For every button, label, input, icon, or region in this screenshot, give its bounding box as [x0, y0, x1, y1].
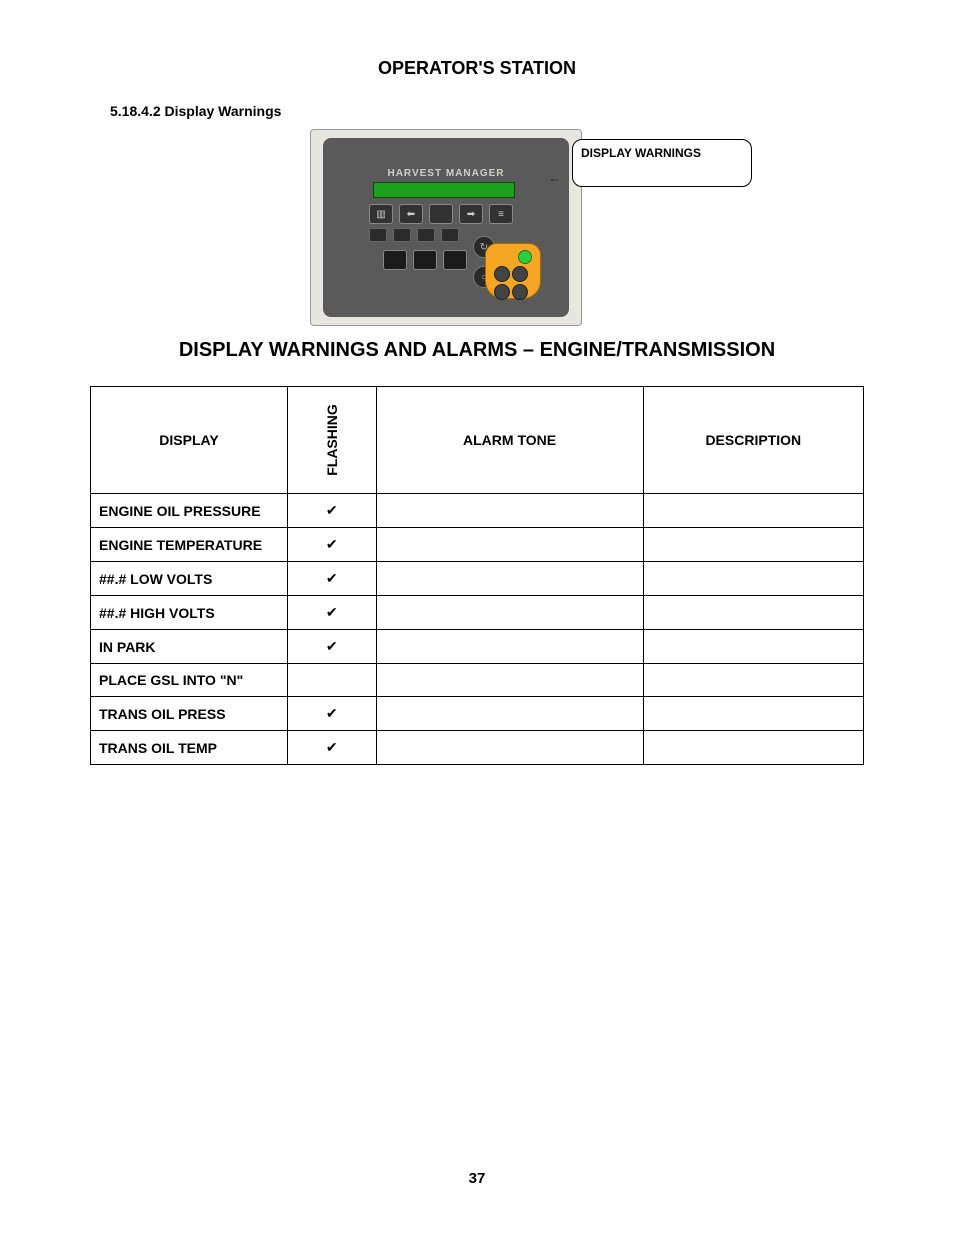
- table-header-row: DISPLAY FLASHING ALARM TONE DESCRIPTION: [91, 387, 864, 494]
- lower-btn-icon: [413, 250, 437, 270]
- callout-arrow-icon: [530, 179, 580, 181]
- lower-btn-icon: [443, 250, 467, 270]
- display-cell: TRANS OIL TEMP: [91, 731, 288, 765]
- joystick-icon: [485, 233, 555, 303]
- callout-text: DISPLAY WARNINGS: [581, 146, 701, 160]
- figure: HARVEST MANAGER ▥ ⬅ ➡ ≡: [90, 129, 864, 329]
- indicator-icon: [441, 228, 459, 242]
- device-illustration: HARVEST MANAGER ▥ ⬅ ➡ ≡: [310, 129, 582, 326]
- right-arrow-icon: ➡: [459, 204, 483, 224]
- display-cell: PLACE GSL INTO "N": [91, 664, 288, 697]
- flashing-cell: ✔: [288, 528, 377, 562]
- warnings-table: DISPLAY FLASHING ALARM TONE DESCRIPTION …: [90, 386, 864, 765]
- table-row: ENGINE TEMPERATURE✔: [91, 528, 864, 562]
- display-cell: ##.# LOW VOLTS: [91, 562, 288, 596]
- display-cell: ENGINE OIL PRESSURE: [91, 494, 288, 528]
- alarm-tone-cell: [376, 562, 643, 596]
- description-cell: [643, 630, 863, 664]
- center-btn-icon: [429, 204, 453, 224]
- alarm-tone-cell: [376, 697, 643, 731]
- lower-btn-icon: [383, 250, 407, 270]
- col-alarm-tone: ALARM TONE: [376, 387, 643, 494]
- indicator-icon: [369, 228, 387, 242]
- table-row: ENGINE OIL PRESSURE✔: [91, 494, 864, 528]
- description-cell: [643, 528, 863, 562]
- description-cell: [643, 562, 863, 596]
- device-indicator-row: [369, 228, 479, 242]
- table-row: ##.# HIGH VOLTS✔: [91, 596, 864, 630]
- alarm-tone-cell: [376, 664, 643, 697]
- indicator-icon: [417, 228, 435, 242]
- table-row: TRANS OIL PRESS✔: [91, 697, 864, 731]
- col-flashing-label: FLASHING: [324, 404, 340, 476]
- left-arrow-icon: ⬅: [399, 204, 423, 224]
- callout-box: DISPLAY WARNINGS: [572, 139, 752, 187]
- flashing-cell: ✔: [288, 596, 377, 630]
- description-cell: [643, 596, 863, 630]
- table-row: TRANS OIL TEMP✔: [91, 731, 864, 765]
- col-flashing: FLASHING: [288, 387, 377, 494]
- display-cell: TRANS OIL PRESS: [91, 697, 288, 731]
- col-display: DISPLAY: [91, 387, 288, 494]
- display-cell: ##.# HIGH VOLTS: [91, 596, 288, 630]
- page: OPERATOR'S STATION 5.18.4.2 Display Warn…: [0, 0, 954, 1235]
- page-number: 37: [0, 1170, 954, 1187]
- indicator-icon: [393, 228, 411, 242]
- flashing-cell: ✔: [288, 630, 377, 664]
- alarm-tone-cell: [376, 528, 643, 562]
- joystick-buttons: [494, 266, 526, 298]
- table-row: PLACE GSL INTO "N": [91, 664, 864, 697]
- alarm-tone-cell: [376, 630, 643, 664]
- joystick-green-btn-icon: [518, 250, 532, 264]
- description-cell: [643, 731, 863, 765]
- table-body: ENGINE OIL PRESSURE✔ENGINE TEMPERATURE✔#…: [91, 494, 864, 765]
- table-row: IN PARK✔: [91, 630, 864, 664]
- flashing-cell: ✔: [288, 697, 377, 731]
- description-cell: [643, 664, 863, 697]
- col-description: DESCRIPTION: [643, 387, 863, 494]
- display-cell: IN PARK: [91, 630, 288, 664]
- table-title: DISPLAY WARNINGS AND ALARMS – ENGINE/TRA…: [90, 339, 864, 362]
- alarm-tone-cell: [376, 494, 643, 528]
- select-btn-icon: ≡: [489, 204, 513, 224]
- device-display: [373, 182, 515, 198]
- alarm-tone-cell: [376, 596, 643, 630]
- device-brand-label: HARVEST MANAGER: [387, 168, 504, 179]
- display-cell: ENGINE TEMPERATURE: [91, 528, 288, 562]
- program-btn-icon: ▥: [369, 204, 393, 224]
- device-lower-buttons: [383, 250, 467, 270]
- device-body: HARVEST MANAGER ▥ ⬅ ➡ ≡: [323, 138, 569, 317]
- flashing-cell: ✔: [288, 494, 377, 528]
- joystick-body: [485, 243, 541, 299]
- table-row: ##.# LOW VOLTS✔: [91, 562, 864, 596]
- flashing-cell: ✔: [288, 731, 377, 765]
- flashing-cell: [288, 664, 377, 697]
- section-heading: 5.18.4.2 Display Warnings: [110, 103, 864, 119]
- description-cell: [643, 697, 863, 731]
- flashing-cell: ✔: [288, 562, 377, 596]
- description-cell: [643, 494, 863, 528]
- page-title: OPERATOR'S STATION: [90, 58, 864, 79]
- alarm-tone-cell: [376, 731, 643, 765]
- device-button-row: ▥ ⬅ ➡ ≡: [369, 204, 529, 224]
